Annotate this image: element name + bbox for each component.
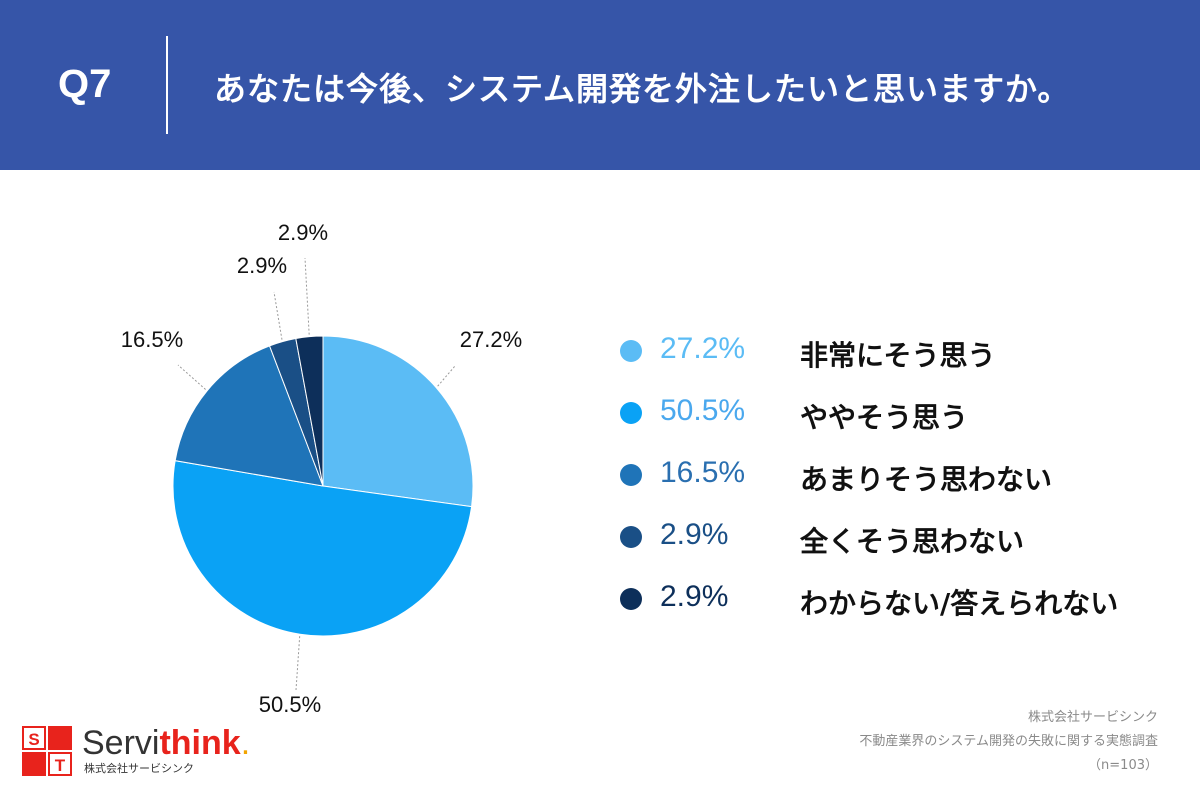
leader-line bbox=[273, 291, 283, 340]
data-label: 50.5% bbox=[259, 692, 321, 717]
logo-company-name: 株式会社サービシンク bbox=[84, 762, 194, 775]
legend-dot bbox=[620, 340, 642, 362]
logo-word-think: think bbox=[159, 724, 241, 762]
legend-label: 非常にそう思う bbox=[800, 339, 996, 372]
legend-dot bbox=[620, 588, 642, 610]
legend-percent: 2.9% bbox=[660, 580, 729, 613]
legend-dot bbox=[620, 464, 642, 486]
legend-dot bbox=[620, 402, 642, 424]
data-label: 2.9% bbox=[278, 220, 328, 245]
legend-percent: 16.5% bbox=[660, 456, 746, 489]
legend-percent: 50.5% bbox=[660, 394, 746, 427]
source-company: 株式会社サービシンク bbox=[1027, 710, 1158, 725]
servithink-logo: S T Servithink. 株式会社サービシンク bbox=[22, 724, 262, 778]
legend-item: 16.5% あまりそう思わない bbox=[620, 454, 1180, 496]
leader-line bbox=[437, 365, 456, 387]
question-title: あなたは今後、システム開発を外注したいと思いますか。 bbox=[214, 70, 1071, 108]
logo-cell-red bbox=[22, 752, 46, 776]
logo-mark: S T bbox=[22, 726, 72, 776]
question-header: Q7 あなたは今後、システム開発を外注したいと思いますか。 bbox=[0, 0, 1200, 170]
pie-slice bbox=[172, 460, 473, 637]
header-divider bbox=[166, 36, 168, 134]
legend-item: 2.9% わからない/答えられない bbox=[620, 578, 1180, 620]
legend-label: わからない/答えられない bbox=[800, 587, 1119, 620]
source-sample-size: （n=103） bbox=[1088, 758, 1158, 773]
legend-item: 50.5% ややそう思う bbox=[620, 392, 1180, 434]
legend-percent: 2.9% bbox=[660, 518, 729, 551]
legend-label: 全くそう思わない bbox=[800, 525, 1025, 558]
leader-line bbox=[295, 636, 301, 691]
data-label: 16.5% bbox=[121, 327, 183, 352]
logo-cell-t: T bbox=[48, 752, 72, 776]
legend-label: あまりそう思わない bbox=[800, 463, 1053, 496]
pie-slice bbox=[174, 345, 324, 487]
legend-label: ややそう思う bbox=[800, 401, 969, 434]
legend-item: 2.9% 全くそう思わない bbox=[620, 516, 1180, 558]
source-note: 株式会社サービシンク 不動産業界のシステム開発の失敗に関する実態調査 （n=10… bbox=[859, 706, 1158, 778]
pie-slice bbox=[295, 335, 324, 487]
data-label: 2.9% bbox=[237, 253, 287, 278]
leader-line bbox=[177, 364, 206, 390]
logo-wordmark: Servithink. bbox=[82, 724, 250, 763]
legend-item: 27.2% 非常にそう思う bbox=[620, 330, 1180, 372]
legend-dot bbox=[620, 526, 642, 548]
pie-slice bbox=[322, 335, 474, 508]
leader-line bbox=[304, 257, 310, 335]
data-label: 27.2% bbox=[460, 327, 522, 352]
logo-cell-red bbox=[48, 726, 72, 750]
logo-word-servi: Servi bbox=[82, 724, 160, 762]
question-number: Q7 bbox=[58, 62, 112, 106]
legend-percent: 27.2% bbox=[660, 332, 746, 365]
logo-cell-s: S bbox=[22, 726, 46, 750]
logo-dot: . bbox=[240, 724, 251, 762]
source-survey: 不動産業界のシステム開発の失敗に関する実態調査 bbox=[859, 734, 1158, 749]
